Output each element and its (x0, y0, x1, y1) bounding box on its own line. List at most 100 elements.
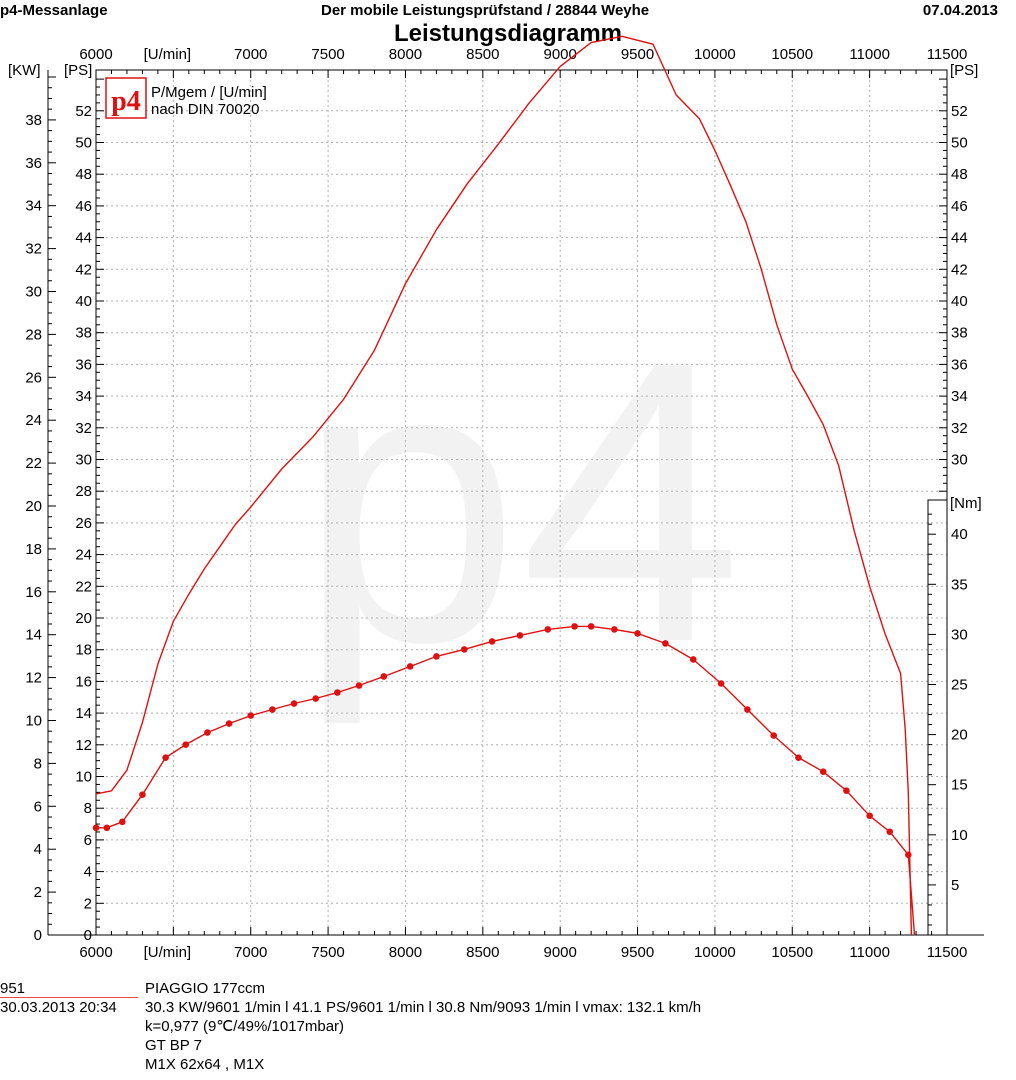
series-layer (92, 35, 916, 936)
ps-right-tick-label: 44 (951, 230, 968, 247)
x-tick-label-bottom: 7500 (311, 944, 344, 961)
ps-tick-label: 38 (75, 325, 92, 342)
ps-tick-label: 40 (75, 293, 92, 310)
kw-tick-label: 14 (25, 627, 42, 644)
kw-tick-label: 6 (34, 798, 42, 815)
watermark-text: p4 (298, 278, 743, 728)
torque-point (433, 653, 440, 660)
nm-tick-label: 15 (951, 777, 968, 794)
ps-tick-label: 4 (84, 864, 92, 881)
ps-right-tick-label: 46 (951, 198, 968, 215)
x-tick-label-bottom: 11000 (849, 944, 890, 961)
ps-tick-label: 42 (75, 261, 92, 278)
ps-tick-label: 0 (84, 927, 92, 944)
ps-tick-label: 28 (75, 483, 92, 500)
result-summary: 30.3 KW/9601 1/min l 41.1 PS/9601 1/min … (145, 999, 702, 1016)
x-tick-label-top: 10000 (694, 46, 736, 63)
vehicle-name: PIAGGIO 177ccm (145, 980, 266, 997)
run-id: 951 (0, 980, 26, 997)
torque-point (290, 700, 298, 707)
kw-tick-label: 4 (34, 841, 42, 858)
torque-point (269, 706, 276, 713)
nm-axis-label: [Nm] (950, 495, 982, 512)
torque-point (92, 824, 100, 832)
x-tick-label-bottom: 6000 (79, 944, 112, 961)
x-tick-label-top: 6000 (79, 46, 112, 63)
torque-point (162, 754, 169, 761)
legend-layer: p4 P/Mgem / [U/min]nach DIN 70020 (105, 77, 267, 119)
legend-line-2: nach DIN 70020 (151, 101, 259, 118)
torque-point (795, 754, 802, 761)
torque-point (334, 689, 341, 696)
ps-right-tick-label: 30 (951, 452, 968, 469)
x-tick-label-bottom: 7000 (234, 944, 267, 961)
torque-point (182, 741, 190, 748)
nm-tick-label: 20 (951, 727, 968, 744)
axes-layer (47, 69, 984, 936)
x-unit-label-top: [U/min] (144, 46, 192, 63)
x-tick-label-top: 8500 (466, 46, 499, 63)
logo-box (105, 77, 147, 119)
kw-tick-label: 18 (25, 541, 42, 558)
kw-tick-label: 30 (25, 284, 42, 301)
x-tick-label-top: 9500 (621, 46, 654, 63)
right-ps-axis-label: [PS] (950, 62, 978, 79)
ps-right-tick-label: 38 (951, 325, 968, 342)
ps-right-tick-label: 48 (951, 166, 968, 183)
ps-tick-label: 2 (84, 895, 92, 912)
torque-point (225, 720, 233, 727)
torque-point (460, 646, 468, 653)
kw-tick-label: 10 (25, 713, 42, 730)
torque-point (634, 630, 641, 637)
ps-right-tick-label: 34 (951, 388, 968, 405)
x-tick-label-bottom: 9500 (621, 944, 654, 961)
spark-plug-detail: GT BP 7 (145, 1037, 202, 1054)
ps-right-tick-label: 42 (951, 261, 968, 278)
torque-point (819, 768, 827, 775)
ps-tick-label: 24 (75, 547, 92, 564)
torque-point (355, 682, 363, 689)
ps-tick-label: 10 (75, 769, 92, 786)
watermark-layer: p4 (298, 278, 743, 728)
torque-point (717, 680, 725, 687)
logo-text: p4 (111, 86, 141, 117)
chart-title: Leistungsdiagramm (393, 20, 623, 47)
kw-tick-label: 0 (34, 927, 42, 944)
kw-axis-label: [KW] (8, 62, 41, 79)
ps-tick-label: 22 (75, 578, 92, 595)
x-tick-label-bottom: 11500 (927, 944, 968, 961)
kw-tick-label: 34 (25, 198, 42, 215)
header-date: 07.04.2013 (922, 2, 998, 19)
ps-right-tick-label: 32 (951, 420, 968, 437)
torque-point (406, 663, 414, 670)
ps-right-tick-label: 40 (951, 293, 968, 310)
kw-tick-label: 16 (25, 584, 42, 601)
ps-right-tick-label: 36 (951, 356, 968, 373)
tick-labels-layer: 60006000[U/min][U/min]700070007500750080… (8, 46, 982, 961)
ps-tick-label: 26 (75, 515, 92, 532)
x-tick-label-top: 9000 (543, 46, 576, 63)
kw-tick-label: 36 (25, 155, 42, 172)
torque-point (905, 851, 912, 859)
kw-tick-label: 26 (25, 369, 42, 386)
ps-tick-label: 6 (84, 832, 92, 849)
torque-point (689, 656, 697, 663)
x-tick-label-top: 8000 (389, 46, 422, 63)
ps-tick-label: 36 (75, 356, 92, 373)
power-torque-chart: p4 6000 6000 [U/min] [U/min] 7000 7000 7500 750… (8, 35, 984, 961)
kw-tick-label: 2 (34, 884, 42, 901)
torque-point (247, 712, 255, 719)
x-unit-label-bottom: [U/min] (144, 944, 192, 961)
x-tick-label-top: 11000 (849, 46, 890, 63)
torque-point (139, 791, 146, 799)
engine-detail: M1X 62x64 , M1X (145, 1056, 265, 1073)
ps-tick-label: 52 (75, 103, 92, 120)
nm-tick-label: 35 (951, 576, 968, 593)
torque-point (516, 632, 524, 639)
run-separator (0, 997, 138, 998)
torque-point (770, 732, 778, 739)
x-tick-label-bottom: 8500 (466, 944, 499, 961)
ps-tick-label: 34 (75, 388, 92, 405)
ps-tick-label: 30 (75, 452, 92, 469)
kw-tick-label: 38 (25, 112, 42, 129)
